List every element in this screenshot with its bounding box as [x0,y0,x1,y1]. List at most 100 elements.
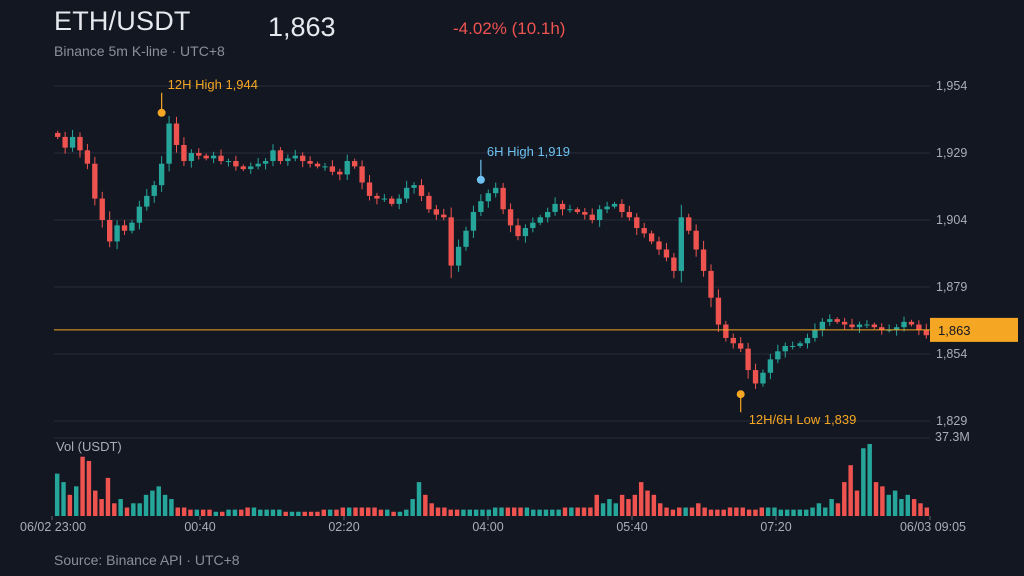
candle-body [767,359,774,373]
volume-bar [791,509,796,516]
volume-bar [746,509,752,516]
candle-body [656,241,662,250]
candle-body [463,230,469,247]
symbol-title: ETH/USDT [54,6,191,36]
volume-bar [854,490,860,516]
candle-body [537,217,543,223]
volume-bar [99,499,104,516]
volume-bar [378,509,384,516]
volume-bar [918,503,923,516]
volume-bar [689,507,695,516]
candle-body [314,163,321,167]
candle-body [166,123,172,164]
volume-bar [150,490,155,516]
candle-body [173,123,180,145]
volume-bar [340,507,346,516]
candle-body [69,136,76,148]
candle-body [745,348,751,371]
volume-bar [245,507,250,516]
volume-bar [442,507,447,516]
annotation-marker [736,390,745,399]
candle-body [515,225,521,237]
volume-bar [372,507,377,516]
candle-body [285,158,291,162]
candle-body [693,230,699,250]
candle-body [351,161,358,167]
chart-subtitle: Binance 5m K-line · UTC+8 [54,43,225,59]
candle-body [144,195,150,207]
candle-body [619,203,625,212]
candle-body [663,249,670,258]
candle-body [879,327,885,330]
candle-body [797,343,803,346]
candle-body [107,220,113,242]
volume-bar [461,509,466,516]
candle-body [300,155,306,162]
volume-bar [905,494,911,516]
volume-bar [346,507,352,516]
candle-body [240,166,246,170]
volume-bars [54,444,930,516]
candle-body [225,161,232,163]
candle-body [248,166,254,170]
volume-bar [848,465,853,516]
volume-bar [524,507,530,516]
candle-body [812,329,818,338]
volume-bar [797,509,803,516]
candle-body [641,228,647,234]
volume-bar [696,503,701,516]
y-tick-label: 1,904 [936,213,967,227]
y-tick-label: 1,929 [936,146,967,160]
volume-bar [759,507,765,516]
candle-body [864,324,870,326]
candle-body [181,144,187,162]
candle-body [455,246,462,266]
candle-body [389,198,395,204]
volume-bar [899,499,904,516]
volume-bar [531,509,536,516]
candle-body [158,163,165,186]
candle-body [582,211,588,215]
volume-bar [861,448,866,516]
volume-bar [213,511,219,516]
candle-body [923,329,929,336]
source-note: Source: Binance API · UTC+8 [54,552,240,568]
volume-bar [657,503,663,516]
volume-bar [112,503,117,516]
candle-body [715,297,722,325]
candle-body [849,324,855,328]
candle-body [426,195,432,210]
candle-body [752,370,759,384]
volume-bar [397,511,403,516]
candle-body [775,351,781,360]
candle-body [218,155,224,162]
candle-body [344,161,350,175]
volume-bar [645,490,650,516]
volume-bar [54,473,60,516]
volume-bar [727,507,733,516]
candle-body [589,214,595,220]
candle-body [507,209,514,226]
candle-body [188,153,195,162]
candle-body [396,198,402,204]
candle-body [203,155,209,159]
candle-body [834,319,840,322]
volume-bar [188,509,193,516]
volume-bar [873,482,879,516]
volume-bar [410,499,415,516]
volume-bar [588,507,593,516]
candle-body [99,198,105,220]
volume-bar [892,490,898,516]
volume-bar [619,494,625,516]
volume-bar [556,509,561,516]
x-tick-label: 04:00 [472,520,503,534]
volume-bar [810,507,815,516]
candle-body [782,345,788,352]
candle-body [530,222,536,229]
x-tick-label: 06/02 23:00 [20,520,86,534]
volume-bar [670,509,676,516]
volume-bar [86,460,92,516]
candle-body [738,343,744,349]
volume-bar [448,509,453,516]
